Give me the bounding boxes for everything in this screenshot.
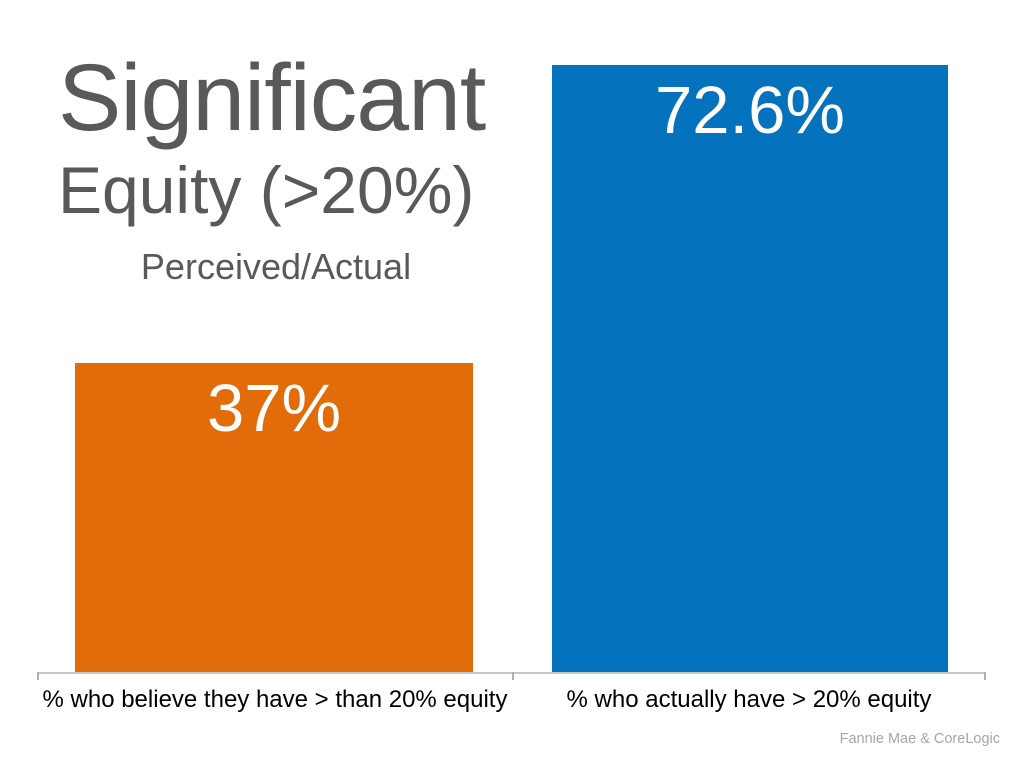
bar-value-label-actual: 72.6% (655, 73, 845, 148)
bar-value-label-perceived: 37% (206, 371, 342, 446)
x-axis-tick-left (37, 672, 39, 680)
x-axis-tick-middle (512, 672, 514, 680)
chart-title-block: Significant Equity (>20%) Perceived/Actu… (58, 42, 494, 286)
category-label-actual: % who actually have > 20% equity (566, 686, 932, 713)
bar-actual-equity: 72.6% (552, 65, 948, 672)
bar-perceived-equity: 37% (75, 363, 473, 672)
category-label-perceived: % who believe they have > than 20% equit… (42, 686, 508, 713)
chart-subtitle: Perceived/Actual (140, 245, 412, 287)
x-axis-tick-right (984, 672, 986, 680)
chart-title-line-1: Significant (58, 45, 486, 151)
chart-title-line-2: Equity (>20%) (58, 153, 475, 228)
source-attribution: Fannie Mae & CoreLogic (839, 731, 1000, 747)
